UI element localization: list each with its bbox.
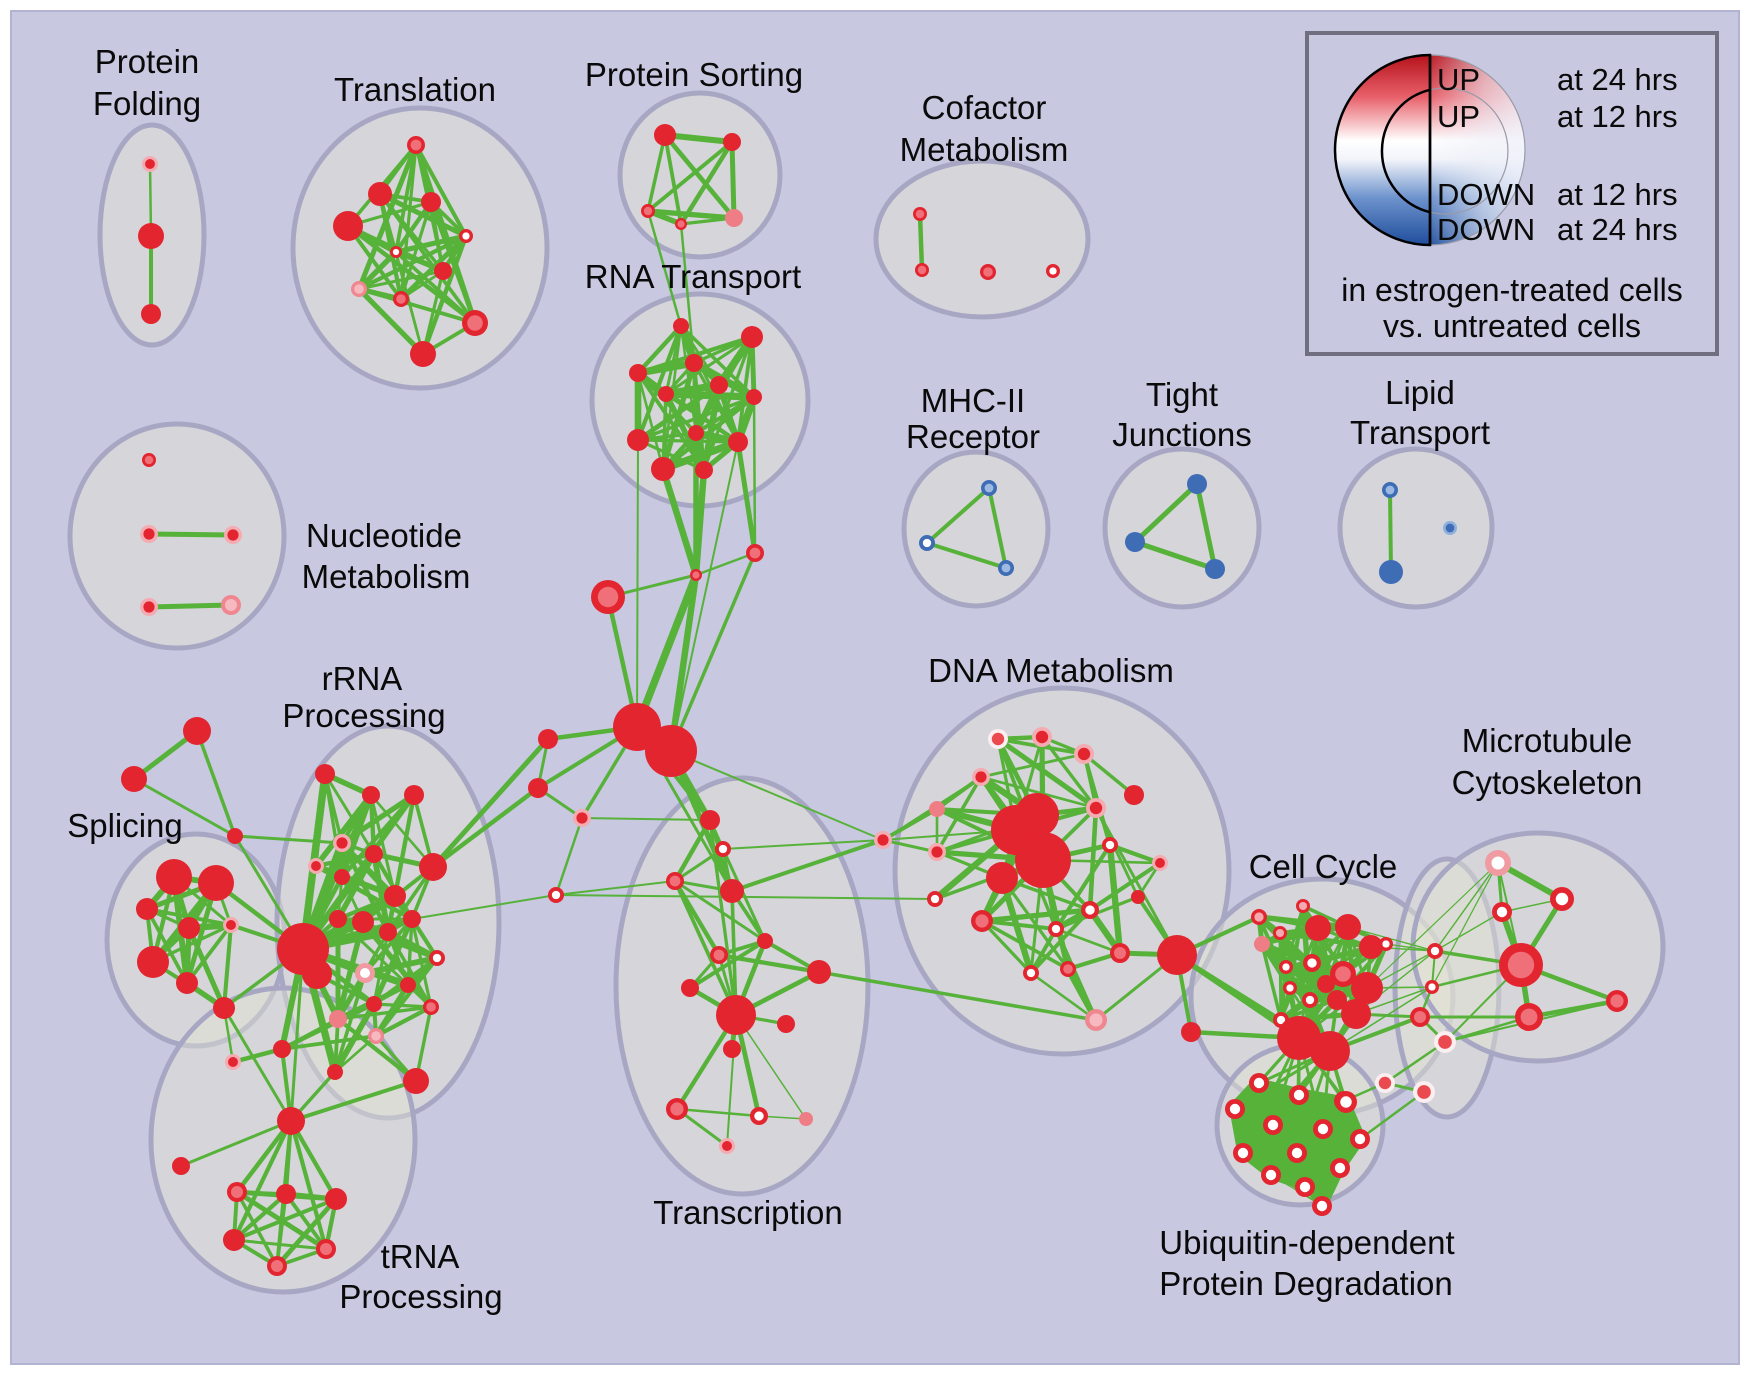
svg-text:Folding: Folding	[93, 85, 201, 122]
svg-text:Splicing: Splicing	[67, 807, 183, 844]
svg-text:at 24 hrs: at 24 hrs	[1557, 212, 1678, 247]
svg-text:Processing: Processing	[282, 697, 445, 734]
svg-text:UP: UP	[1437, 99, 1480, 134]
svg-text:Cofactor: Cofactor	[922, 89, 1047, 126]
svg-text:DNA Metabolism: DNA Metabolism	[928, 652, 1174, 689]
svg-text:Translation: Translation	[334, 71, 496, 108]
svg-text:Cell Cycle: Cell Cycle	[1249, 848, 1398, 885]
svg-text:Protein Sorting: Protein Sorting	[585, 56, 803, 93]
svg-text:Transport: Transport	[1350, 414, 1490, 451]
svg-text:at 12 hrs: at 12 hrs	[1557, 177, 1678, 212]
svg-text:Protein: Protein	[95, 43, 200, 80]
svg-text:Transcription: Transcription	[653, 1194, 843, 1231]
svg-text:MHC-II: MHC-II	[921, 382, 1025, 419]
svg-text:vs. untreated cells: vs. untreated cells	[1383, 308, 1641, 344]
svg-text:RNA Transport: RNA Transport	[585, 258, 801, 295]
svg-text:Tight: Tight	[1146, 376, 1218, 413]
svg-text:DOWN: DOWN	[1437, 212, 1535, 247]
svg-text:at 24 hrs: at 24 hrs	[1557, 62, 1678, 97]
svg-text:Ubiquitin-dependent: Ubiquitin-dependent	[1159, 1224, 1454, 1261]
svg-text:rRNA: rRNA	[322, 660, 403, 697]
svg-text:Metabolism: Metabolism	[900, 131, 1069, 168]
svg-text:at 12 hrs: at 12 hrs	[1557, 99, 1678, 134]
svg-text:Nucleotide: Nucleotide	[306, 517, 462, 554]
svg-text:in estrogen-treated cells: in estrogen-treated cells	[1341, 272, 1683, 308]
svg-text:Metabolism: Metabolism	[302, 558, 471, 595]
svg-text:tRNA: tRNA	[381, 1238, 460, 1275]
svg-text:DOWN: DOWN	[1437, 177, 1535, 212]
svg-text:UP: UP	[1437, 62, 1480, 97]
svg-text:Receptor: Receptor	[906, 418, 1040, 455]
svg-text:Cytoskeleton: Cytoskeleton	[1452, 764, 1643, 801]
svg-text:Junctions: Junctions	[1112, 416, 1251, 453]
svg-text:Protein Degradation: Protein Degradation	[1159, 1265, 1453, 1302]
svg-text:Microtubule: Microtubule	[1462, 722, 1633, 759]
svg-text:Processing: Processing	[339, 1278, 502, 1315]
svg-text:Lipid: Lipid	[1385, 374, 1455, 411]
